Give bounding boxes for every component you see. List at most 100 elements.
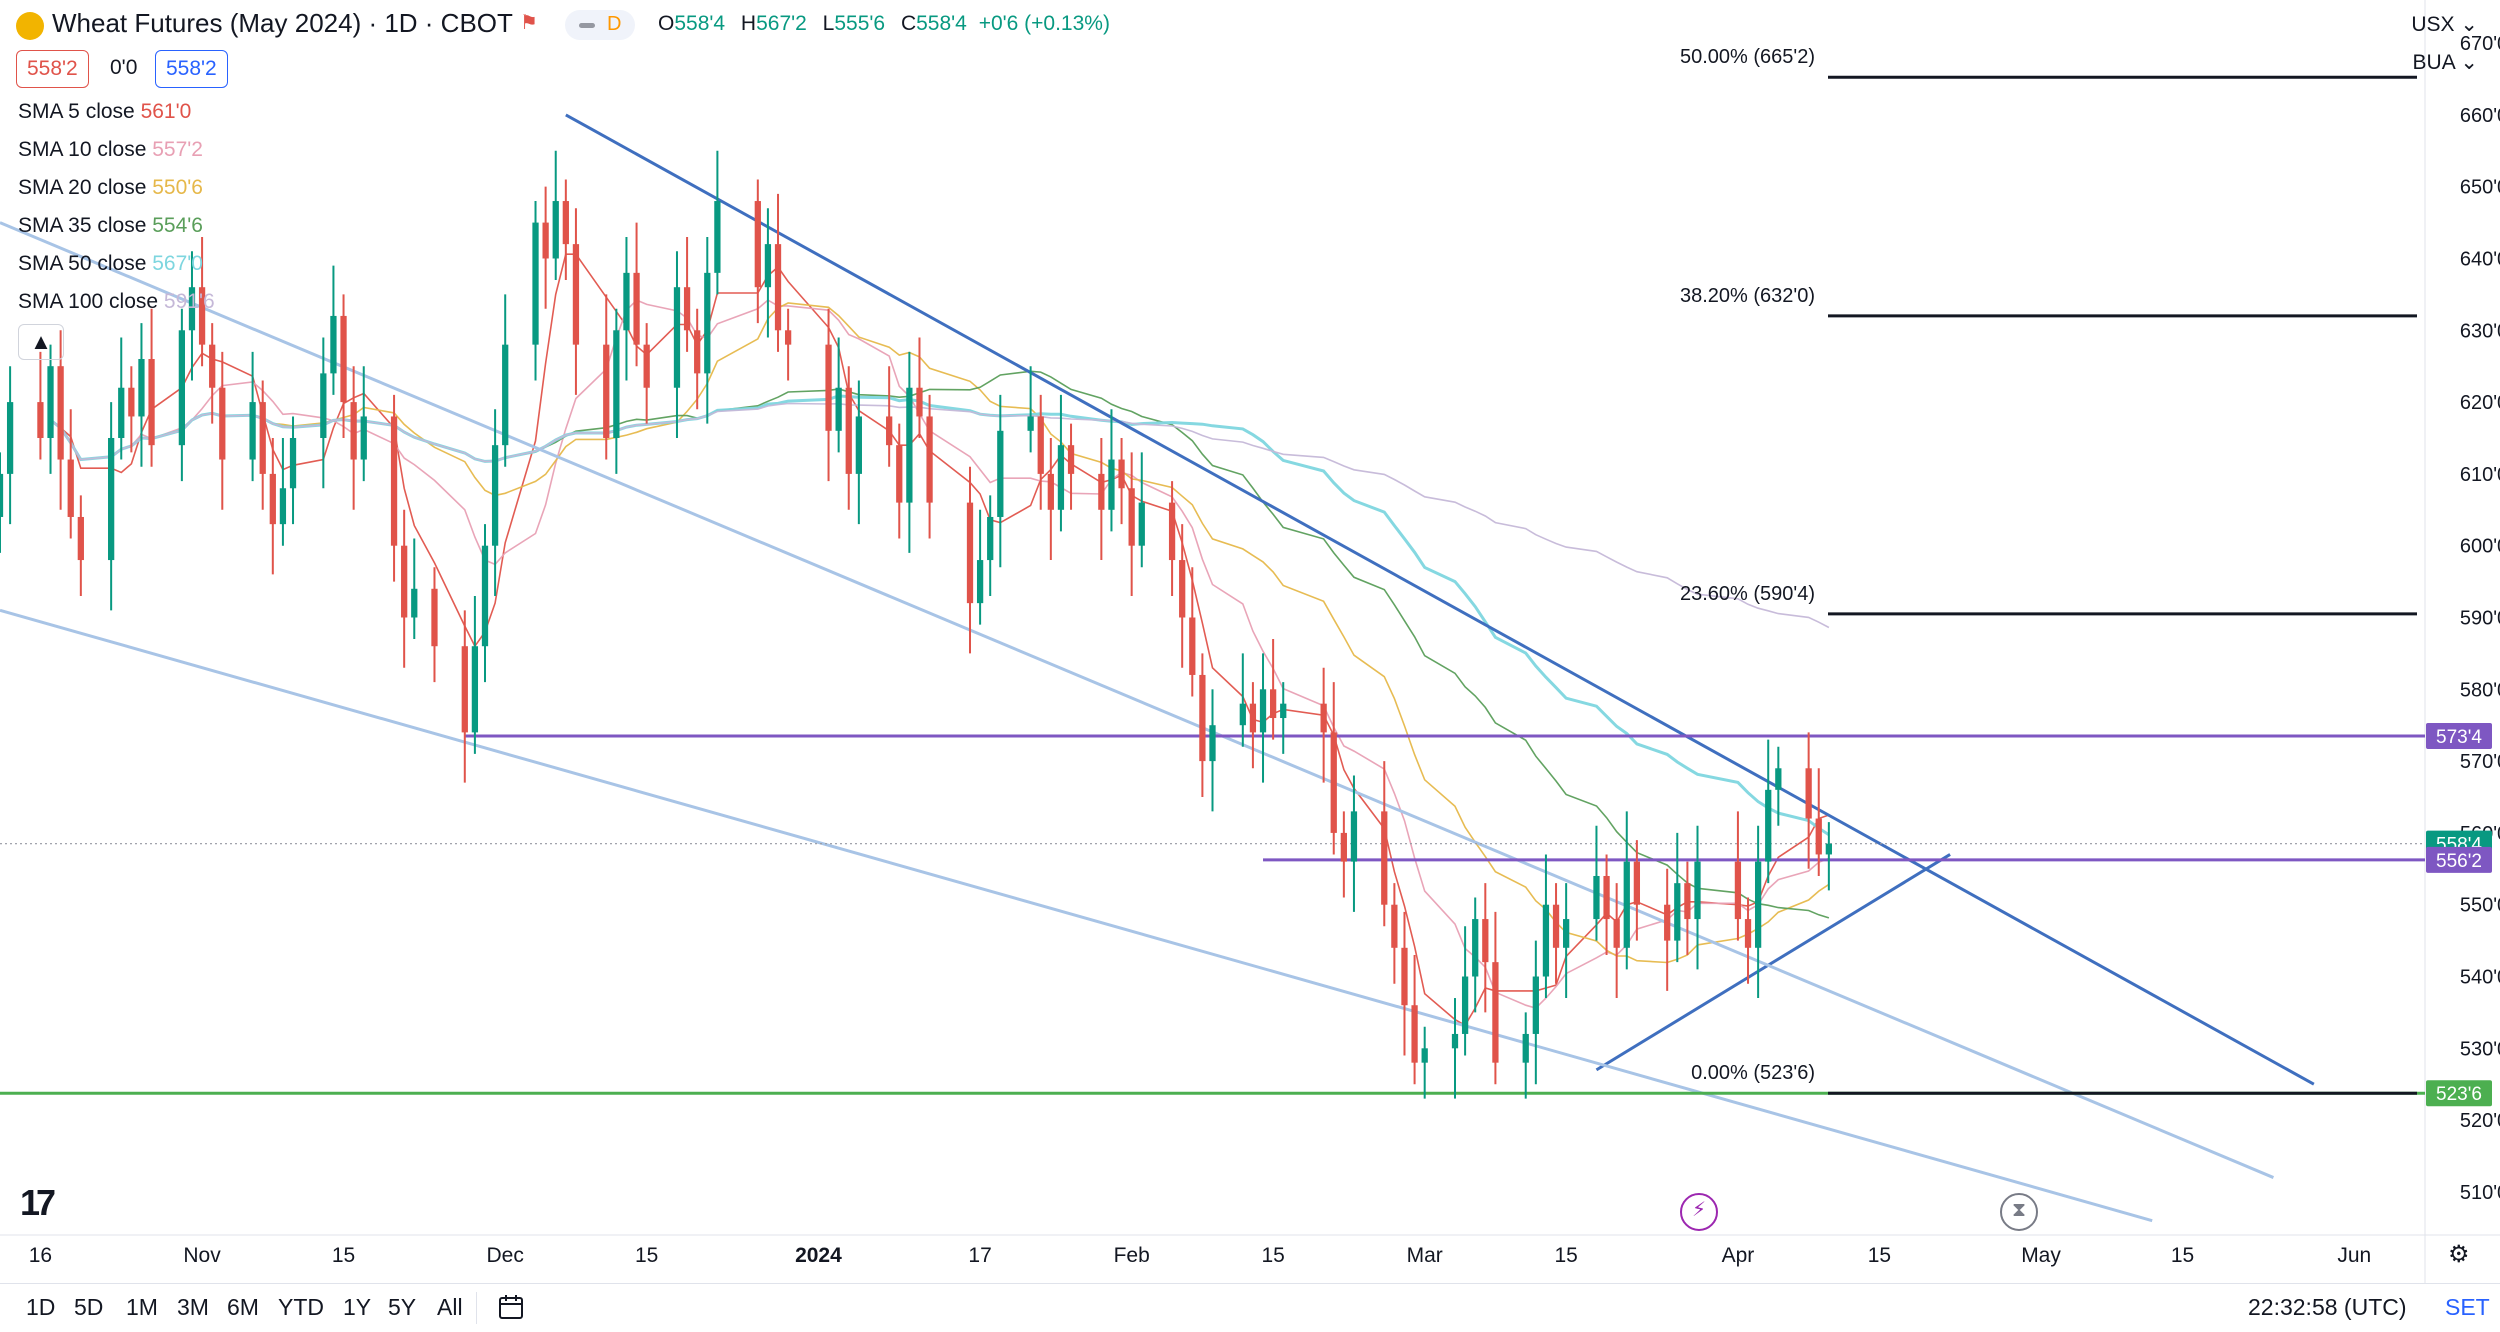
candle-body xyxy=(774,244,782,331)
candle-body xyxy=(108,437,115,561)
candle-body xyxy=(572,244,580,345)
range-button-1d[interactable]: 1D xyxy=(26,1294,56,1320)
candle-body xyxy=(694,330,701,374)
gear-icon[interactable]: ⚙ xyxy=(2448,1241,2470,1268)
candle-body xyxy=(1451,1033,1459,1049)
fib-label: 50.00% (665'2) xyxy=(1680,46,1815,68)
candle-body xyxy=(198,287,206,345)
candle-body xyxy=(1734,861,1742,920)
indicator-row[interactable]: SMA 100 close 591'6 xyxy=(18,290,215,314)
candle-body xyxy=(481,545,489,647)
indicator-label: SMA 35 close xyxy=(18,214,153,237)
session-pill[interactable]: D xyxy=(565,10,635,40)
y-tick-label: 650'0 xyxy=(2460,177,2500,199)
y-tick-label: 550'0 xyxy=(2460,895,2500,917)
settings-button[interactable]: SET xyxy=(2445,1294,2490,1320)
candle-body xyxy=(1179,560,1186,618)
candle-body xyxy=(1067,445,1075,474)
indicator-value: 557'2 xyxy=(152,138,203,161)
candle-body xyxy=(1603,875,1610,920)
candle-body xyxy=(390,416,398,546)
x-tick-label: May xyxy=(2021,1244,2061,1267)
candle-body xyxy=(835,387,842,431)
x-tick-label: 15 xyxy=(332,1244,355,1267)
range-button-3m[interactable]: 3M xyxy=(177,1294,209,1320)
fib-label: 23.60% (590'4) xyxy=(1680,583,1815,605)
x-tick-label: 17 xyxy=(968,1244,991,1267)
indicator-row[interactable]: SMA 50 close 567'0 xyxy=(18,252,203,276)
symbol-title[interactable]: Wheat Futures (May 2024) · 1D · CBOT xyxy=(52,8,513,38)
range-button-1m[interactable]: 1M xyxy=(126,1294,158,1320)
range-button-1y[interactable]: 1Y xyxy=(343,1294,372,1320)
candle-body xyxy=(1411,1005,1418,1063)
candle-body xyxy=(976,560,984,604)
ohlc-c-key: C xyxy=(900,12,917,35)
indicator-row[interactable]: SMA 5 close 561'0 xyxy=(18,100,191,124)
indicator-row[interactable]: SMA 10 close 557'2 xyxy=(18,138,203,162)
calendar-icon[interactable] xyxy=(496,1292,526,1329)
ohlc-readout: O558'4 H567'2 L555'6 C558'4 +0'6 (+0.13%… xyxy=(658,12,1110,36)
candle-body xyxy=(754,201,761,288)
candle-body xyxy=(1330,732,1337,833)
candle-body xyxy=(411,588,418,618)
y-tick-label: 540'0 xyxy=(2460,967,2500,989)
candle-body xyxy=(219,387,226,460)
range-button-all[interactable]: All xyxy=(437,1294,463,1320)
candle-body xyxy=(926,416,933,503)
y-tick-label: 640'0 xyxy=(2460,248,2500,270)
candle-body xyxy=(1108,459,1115,510)
candle-body xyxy=(1421,1048,1428,1063)
candle-body xyxy=(855,416,862,474)
unit-button[interactable]: BUA ⌄ xyxy=(2412,51,2478,74)
candle-body xyxy=(330,315,337,374)
x-tick-label: Mar xyxy=(1407,1244,1443,1267)
flash-icon[interactable]: ⚡ xyxy=(1680,1193,1718,1231)
currency-button[interactable]: USX ⌄ xyxy=(2411,13,2478,36)
candle-body xyxy=(47,366,54,438)
candle-body xyxy=(613,330,620,438)
candle-body xyxy=(209,344,216,388)
trendline xyxy=(565,113,2315,1086)
bottom-toolbar: 1D 5D 1M 3M 6M YTD 1Y 5Y All 22:32:58 (UTC) SET xyxy=(0,1283,2500,1332)
y-tick-label: 580'0 xyxy=(2460,679,2500,701)
candle-body xyxy=(552,201,559,259)
price-tag xyxy=(2426,722,2492,749)
candle-body xyxy=(340,315,347,403)
indicator-label: SMA 50 close xyxy=(18,252,153,275)
candle-body xyxy=(1754,861,1762,948)
x-tick-label: Nov xyxy=(183,1244,221,1267)
candle-body xyxy=(249,402,256,460)
candle-body xyxy=(57,366,64,460)
candle-body xyxy=(1522,1033,1529,1063)
y-tick-label: 600'0 xyxy=(2460,536,2500,558)
ask-box[interactable]: 558'2 xyxy=(155,50,228,88)
bid-box[interactable]: 558'2 xyxy=(16,50,89,88)
range-button-6m[interactable]: 6M xyxy=(227,1294,259,1320)
flag-icon[interactable]: ⚑ xyxy=(520,12,538,34)
candle-body xyxy=(1825,843,1832,855)
candle-body xyxy=(1815,818,1822,855)
candle-body xyxy=(886,416,893,446)
sma-line xyxy=(50,302,1830,964)
candle-body xyxy=(1532,976,1539,1034)
candle-body xyxy=(401,545,408,618)
candle-body xyxy=(714,201,721,273)
candle-body xyxy=(1765,789,1772,862)
range-button-ytd[interactable]: YTD xyxy=(278,1294,324,1320)
indicator-row[interactable]: SMA 35 close 554'6 xyxy=(18,214,203,238)
range-button-5d[interactable]: 5D xyxy=(74,1294,104,1320)
indicator-row[interactable]: SMA 20 close 550'6 xyxy=(18,176,203,200)
candle-body xyxy=(1168,502,1176,561)
candle-body xyxy=(1593,875,1600,920)
range-button-5y[interactable]: 5Y xyxy=(388,1294,417,1320)
candle-body xyxy=(1461,976,1469,1034)
collapse-legend-button[interactable]: ▲ xyxy=(18,324,64,360)
indicator-label: SMA 100 close xyxy=(18,290,164,313)
candle-body xyxy=(461,646,468,733)
candle-body xyxy=(128,387,135,417)
clock-readout[interactable]: 22:32:58 (UTC) xyxy=(2248,1294,2407,1320)
hourglass-icon[interactable]: ⧗ xyxy=(2000,1193,2038,1231)
candle-body xyxy=(471,646,479,733)
candle-body xyxy=(37,402,44,438)
